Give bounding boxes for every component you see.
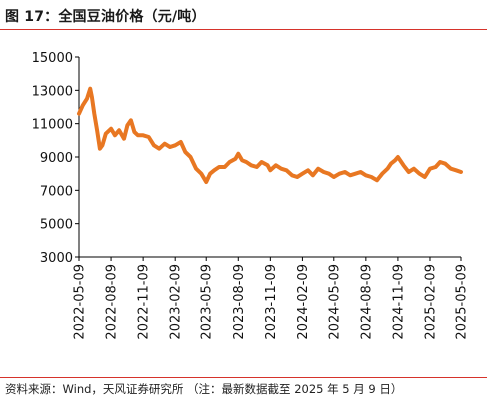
x-tick-label: 2023-08-09 bbox=[232, 264, 247, 340]
source-note: 资料来源：Wind，天风证券研究所 （注：最新数据截至 2025 年 5 月 9… bbox=[5, 382, 403, 396]
x-tick-label: 2022-05-09 bbox=[73, 264, 88, 340]
x-tick-label: 2023-05-09 bbox=[200, 264, 215, 340]
x-tick-label: 2023-02-09 bbox=[169, 264, 184, 340]
y-tick-label: 9000 bbox=[40, 151, 73, 166]
y-tick-label: 13000 bbox=[32, 84, 73, 99]
x-tick-label: 2024-08-09 bbox=[359, 264, 374, 340]
x-tick-label: 2022-08-09 bbox=[105, 264, 120, 340]
y-tick-label: 7000 bbox=[40, 184, 73, 199]
x-tick-label: 2025-05-09 bbox=[455, 264, 470, 340]
x-tick-label: 2025-02-09 bbox=[423, 264, 438, 340]
y-axis-ticks: 15000 13000 11000 9000 7000 5000 3000 bbox=[32, 51, 79, 266]
series-line bbox=[77, 86, 463, 184]
x-tick-label: 2024-02-09 bbox=[296, 264, 311, 340]
x-tick-label: 2022-11-09 bbox=[137, 264, 152, 340]
y-tick-label: 15000 bbox=[32, 51, 73, 66]
x-tick-label: 2023-11-09 bbox=[264, 264, 279, 340]
y-tick-label: 5000 bbox=[40, 218, 73, 233]
y-tick-label: 3000 bbox=[40, 251, 73, 266]
x-axis-ticks: 2022-05-09 2022-08-09 2022-11-09 2023-02-09… bbox=[73, 257, 470, 340]
chart-title: 图 17：全国豆油价格（元/吨） bbox=[5, 9, 206, 25]
footer-rule bbox=[0, 377, 487, 378]
x-tick-label: 2024-05-09 bbox=[327, 264, 342, 340]
x-tick-label: 2024-11-09 bbox=[391, 264, 406, 340]
title-rule bbox=[0, 29, 487, 30]
y-tick-label: 11000 bbox=[32, 118, 73, 133]
